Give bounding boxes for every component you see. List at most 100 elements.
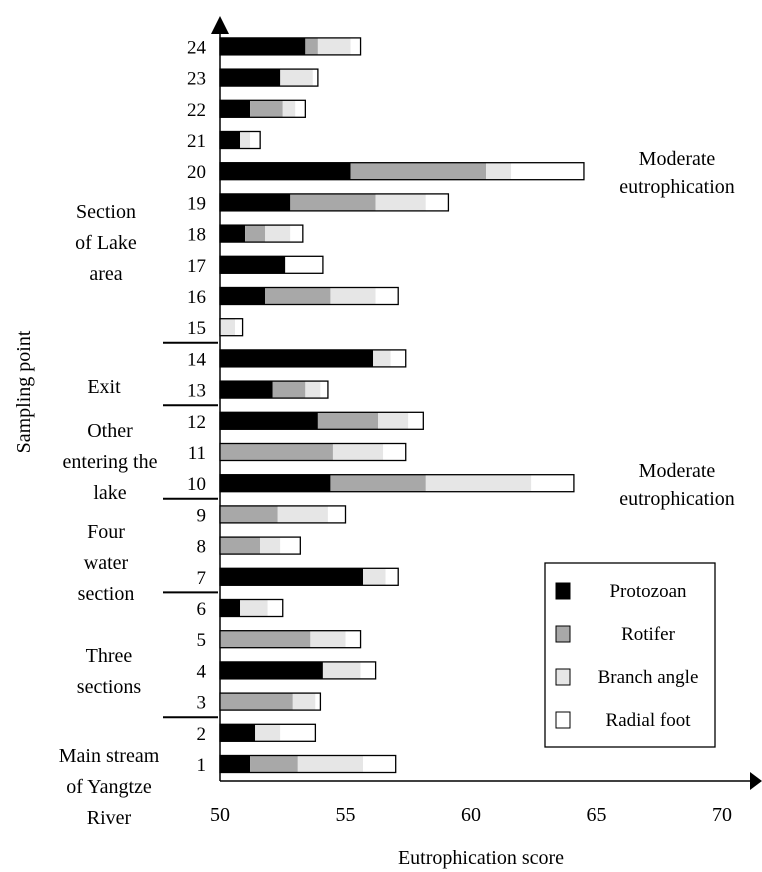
bar-segment-radial-foot [375, 287, 399, 305]
bar-segment-radial-foot [425, 193, 449, 211]
bar-outline [219, 567, 399, 586]
bar-outline [219, 692, 322, 711]
bar-segment-branch-angle [240, 599, 268, 617]
bar-segment-radial-foot [363, 755, 396, 773]
y-tick-label: 9 [197, 505, 207, 526]
y-tick-label: 4 [197, 661, 207, 682]
x-tick-label: 50 [210, 804, 230, 826]
bar-outline [219, 99, 306, 118]
bar-segment-branch-angle [297, 755, 364, 773]
bar-segment-branch-angle [277, 505, 328, 523]
bar-segment-protozoan [220, 193, 291, 211]
bar-segment-radial-foot [360, 661, 376, 679]
bar-segment-branch-angle [373, 349, 391, 367]
bar-segment-rotifer [220, 505, 278, 523]
y-tick-label: 13 [187, 381, 206, 402]
bar-segment-radial-foot [385, 568, 399, 586]
x-tick-label: 65 [587, 804, 607, 826]
bar-segment-protozoan [220, 755, 251, 773]
y-tick-label: 1 [197, 755, 207, 776]
bar-segment-protozoan [220, 661, 323, 679]
bar-segment-rotifer [250, 100, 283, 118]
bar-segment-rotifer [220, 693, 293, 711]
bar-segment-branch-angle [363, 568, 386, 586]
section-label: Section [76, 201, 136, 223]
bar-segment-protozoan [220, 131, 241, 149]
bar-segment-branch-angle [220, 318, 236, 336]
section-label: area [89, 263, 122, 285]
x-tick-label: 70 [712, 804, 732, 826]
bar-segment-branch-angle [310, 630, 346, 648]
bar-segment-branch-angle [305, 381, 321, 399]
bar-segment-rotifer [220, 537, 261, 555]
bar-segment-radial-foot [408, 412, 424, 430]
bar-segment-radial-foot [531, 474, 574, 492]
bar-outline [219, 505, 347, 524]
bar-segment-rotifer [290, 193, 376, 211]
bar-segment-branch-angle [378, 412, 409, 430]
bar-segment-radial-foot [290, 225, 303, 243]
bar-segment-protozoan [220, 599, 241, 617]
bar-segment-radial-foot [390, 349, 406, 367]
bar-segment-protozoan [220, 162, 351, 180]
bar-segment-radial-foot [250, 131, 261, 149]
bar-segment-radial-foot [235, 318, 243, 336]
y-tick-label: 10 [187, 474, 206, 495]
bar-outline [219, 37, 362, 56]
bar-outline [219, 130, 261, 150]
bar-segment-branch-angle [486, 162, 512, 180]
section-label: water [84, 552, 129, 574]
bar-segment-rotifer [220, 630, 311, 648]
bar-segment-branch-angle [240, 131, 251, 149]
y-tick-label: 11 [188, 443, 206, 464]
bar-outline [219, 630, 362, 649]
bar-segment-branch-angle [317, 37, 351, 55]
bar-outline [219, 754, 397, 774]
bar-segment-protozoan [220, 568, 364, 586]
y-tick-label: 17 [187, 256, 206, 277]
bar-segment-branch-angle [265, 225, 291, 243]
section-label: of Lake [75, 232, 137, 254]
bar-segment-branch-angle [280, 69, 313, 87]
bar-segment-branch-angle [282, 100, 296, 118]
bar-segment-radial-foot [320, 381, 328, 399]
legend-swatch [555, 711, 571, 729]
y-axis-arrow [211, 16, 229, 34]
legend-label: Rotifer [621, 624, 675, 645]
x-tick-label: 60 [461, 804, 481, 826]
annotation-text: eutrophication [619, 176, 735, 198]
bar-outline [219, 193, 450, 212]
bar-segment-radial-foot [350, 37, 361, 55]
y-tick-label: 12 [187, 412, 206, 433]
bar-outline [219, 286, 399, 306]
bar-segment-radial-foot [285, 256, 323, 274]
bar-outline [219, 661, 377, 680]
section-label: Three [86, 645, 133, 667]
bar-segment-radial-foot [511, 162, 584, 180]
bar-outline [219, 380, 329, 399]
bar-segment-rotifer [330, 474, 426, 492]
bar-segment-radial-foot [315, 693, 321, 711]
bar-segment-branch-angle [375, 193, 426, 211]
y-tick-label: 6 [197, 599, 207, 620]
bar-segment-radial-foot [295, 100, 306, 118]
bar-segment-protozoan [220, 724, 256, 742]
y-tick-label: 3 [197, 693, 207, 714]
y-tick-label: 16 [187, 287, 206, 308]
y-tick-label: 21 [187, 131, 206, 152]
bars [219, 37, 585, 774]
bar-segment-protozoan [220, 412, 318, 430]
y-axis-label: Sampling point [13, 330, 35, 453]
y-tick-label: 5 [197, 630, 207, 651]
legend: Protozoan Rotifer Branch angle Radial foot [544, 562, 716, 748]
bar-segment-protozoan [220, 474, 331, 492]
section-label: entering the [63, 451, 158, 473]
y-tick-label: 2 [197, 724, 207, 745]
bar-segment-branch-angle [322, 661, 361, 679]
bar-segment-rotifer [350, 162, 487, 180]
legend-label: Protozoan [609, 581, 687, 602]
bar-segment-rotifer [250, 755, 298, 773]
axes [163, 16, 762, 790]
bar-segment-radial-foot [383, 443, 406, 461]
